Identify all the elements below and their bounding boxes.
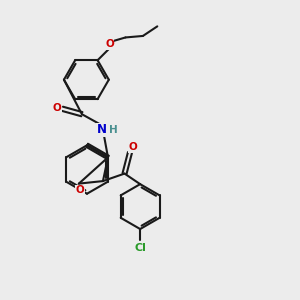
Text: O: O (52, 103, 62, 113)
Text: N: N (97, 123, 107, 136)
Text: O: O (129, 142, 137, 152)
Text: O: O (105, 39, 114, 50)
Text: H: H (109, 125, 118, 135)
Text: Cl: Cl (134, 243, 146, 253)
Text: O: O (76, 185, 85, 195)
